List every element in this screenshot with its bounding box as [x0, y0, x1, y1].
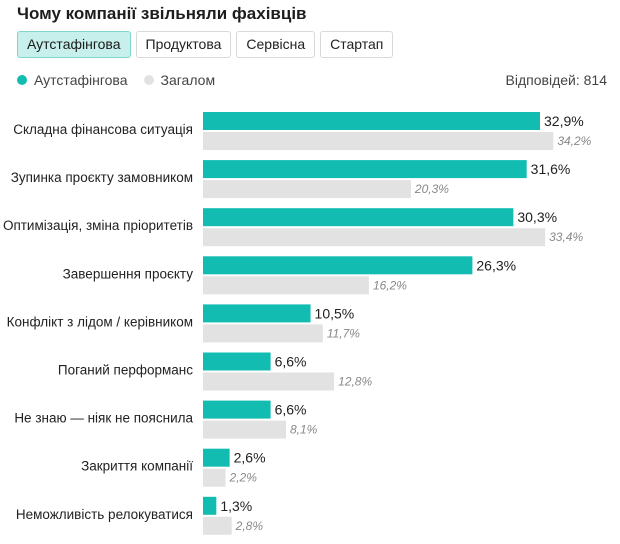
legend-dot-secondary — [143, 75, 154, 85]
value-label-primary-4: 10,5% — [315, 305, 355, 321]
bar-primary-3 — [203, 256, 473, 275]
bar-secondary-4 — [203, 324, 323, 343]
tab-startup[interactable]: Стартап — [320, 31, 394, 58]
value-label-secondary-7: 2,2% — [229, 471, 258, 485]
value-label-primary-6: 6,6% — [275, 402, 307, 418]
category-label-8: Неможливість релокуватися — [16, 507, 193, 522]
tab-product[interactable]: Продуктова — [135, 31, 232, 58]
value-label-secondary-1: 20,3% — [414, 182, 449, 196]
bar-primary-4 — [203, 304, 311, 323]
legend-item-primary: Аутстафінгова — [17, 72, 128, 88]
bar-primary-1 — [203, 160, 527, 179]
legend-label-primary: Аутстафінгова — [34, 72, 128, 88]
bar-secondary-7 — [203, 468, 226, 487]
tab-outstaffing[interactable]: Аутстафінгова — [17, 31, 131, 58]
bar-primary-0 — [203, 112, 540, 130]
category-label-7: Закриття компанії — [81, 459, 193, 474]
page-title: Чому компанії звільняли фахівців — [17, 4, 307, 23]
value-label-primary-1: 31,6% — [531, 161, 571, 177]
legend: Аутстафінгова Загалом — [17, 72, 231, 88]
value-label-secondary-8: 2,8% — [235, 519, 264, 533]
value-label-primary-3: 26,3% — [476, 257, 516, 273]
value-label-secondary-3: 16,2% — [373, 278, 407, 292]
value-label-primary-7: 2,6% — [234, 450, 266, 466]
bar-primary-2 — [203, 208, 514, 227]
legend-label-secondary: Загалом — [160, 72, 216, 88]
value-label-primary-2: 30,3% — [517, 209, 557, 225]
value-label-secondary-2: 33,4% — [549, 230, 583, 244]
category-label-4: Конфлікт з лідом / керівником — [7, 314, 193, 329]
value-label-secondary-5: 12,8% — [338, 375, 372, 389]
value-label-primary-0: 32,9% — [544, 113, 584, 129]
tab-service[interactable]: Сервісна — [236, 31, 316, 58]
category-label-0: Складна фінансова ситуація — [13, 122, 193, 137]
value-label-primary-5: 6,6% — [275, 354, 307, 370]
category-label-2: Оптимізація, зміна пріоритетів — [3, 218, 193, 233]
value-label-secondary-6: 8,1% — [290, 423, 318, 437]
bar-primary-7 — [203, 448, 230, 467]
category-tabs: Аутстафінгова Продуктова Сервісна Старта… — [17, 31, 394, 58]
responses-count: Відповідей: 814 — [505, 72, 607, 88]
bar-secondary-5 — [203, 372, 335, 391]
bar-secondary-3 — [203, 276, 369, 295]
value-label-secondary-4: 11,7% — [327, 326, 360, 340]
bar-secondary-1 — [203, 180, 411, 199]
legend-item-secondary: Загалом — [143, 72, 216, 88]
bar-secondary-2 — [203, 228, 546, 247]
bar-primary-5 — [203, 352, 271, 371]
bar-secondary-8 — [203, 516, 232, 535]
bar-secondary-6 — [203, 420, 286, 439]
legend-dot-primary — [17, 75, 27, 85]
bar-primary-8 — [203, 496, 217, 515]
value-label-primary-8: 1,3% — [220, 498, 252, 514]
category-label-3: Завершення проєкту — [63, 266, 194, 281]
category-label-1: Зупинка проєкту замовником — [11, 170, 193, 185]
value-label-secondary-0: 34,2% — [557, 134, 591, 148]
category-label-6: Не знаю — ніяк не пояснила — [14, 411, 193, 426]
category-label-5: Поганий перформанс — [58, 363, 193, 378]
bar-secondary-0 — [203, 132, 554, 150]
bar-primary-6 — [203, 400, 271, 419]
